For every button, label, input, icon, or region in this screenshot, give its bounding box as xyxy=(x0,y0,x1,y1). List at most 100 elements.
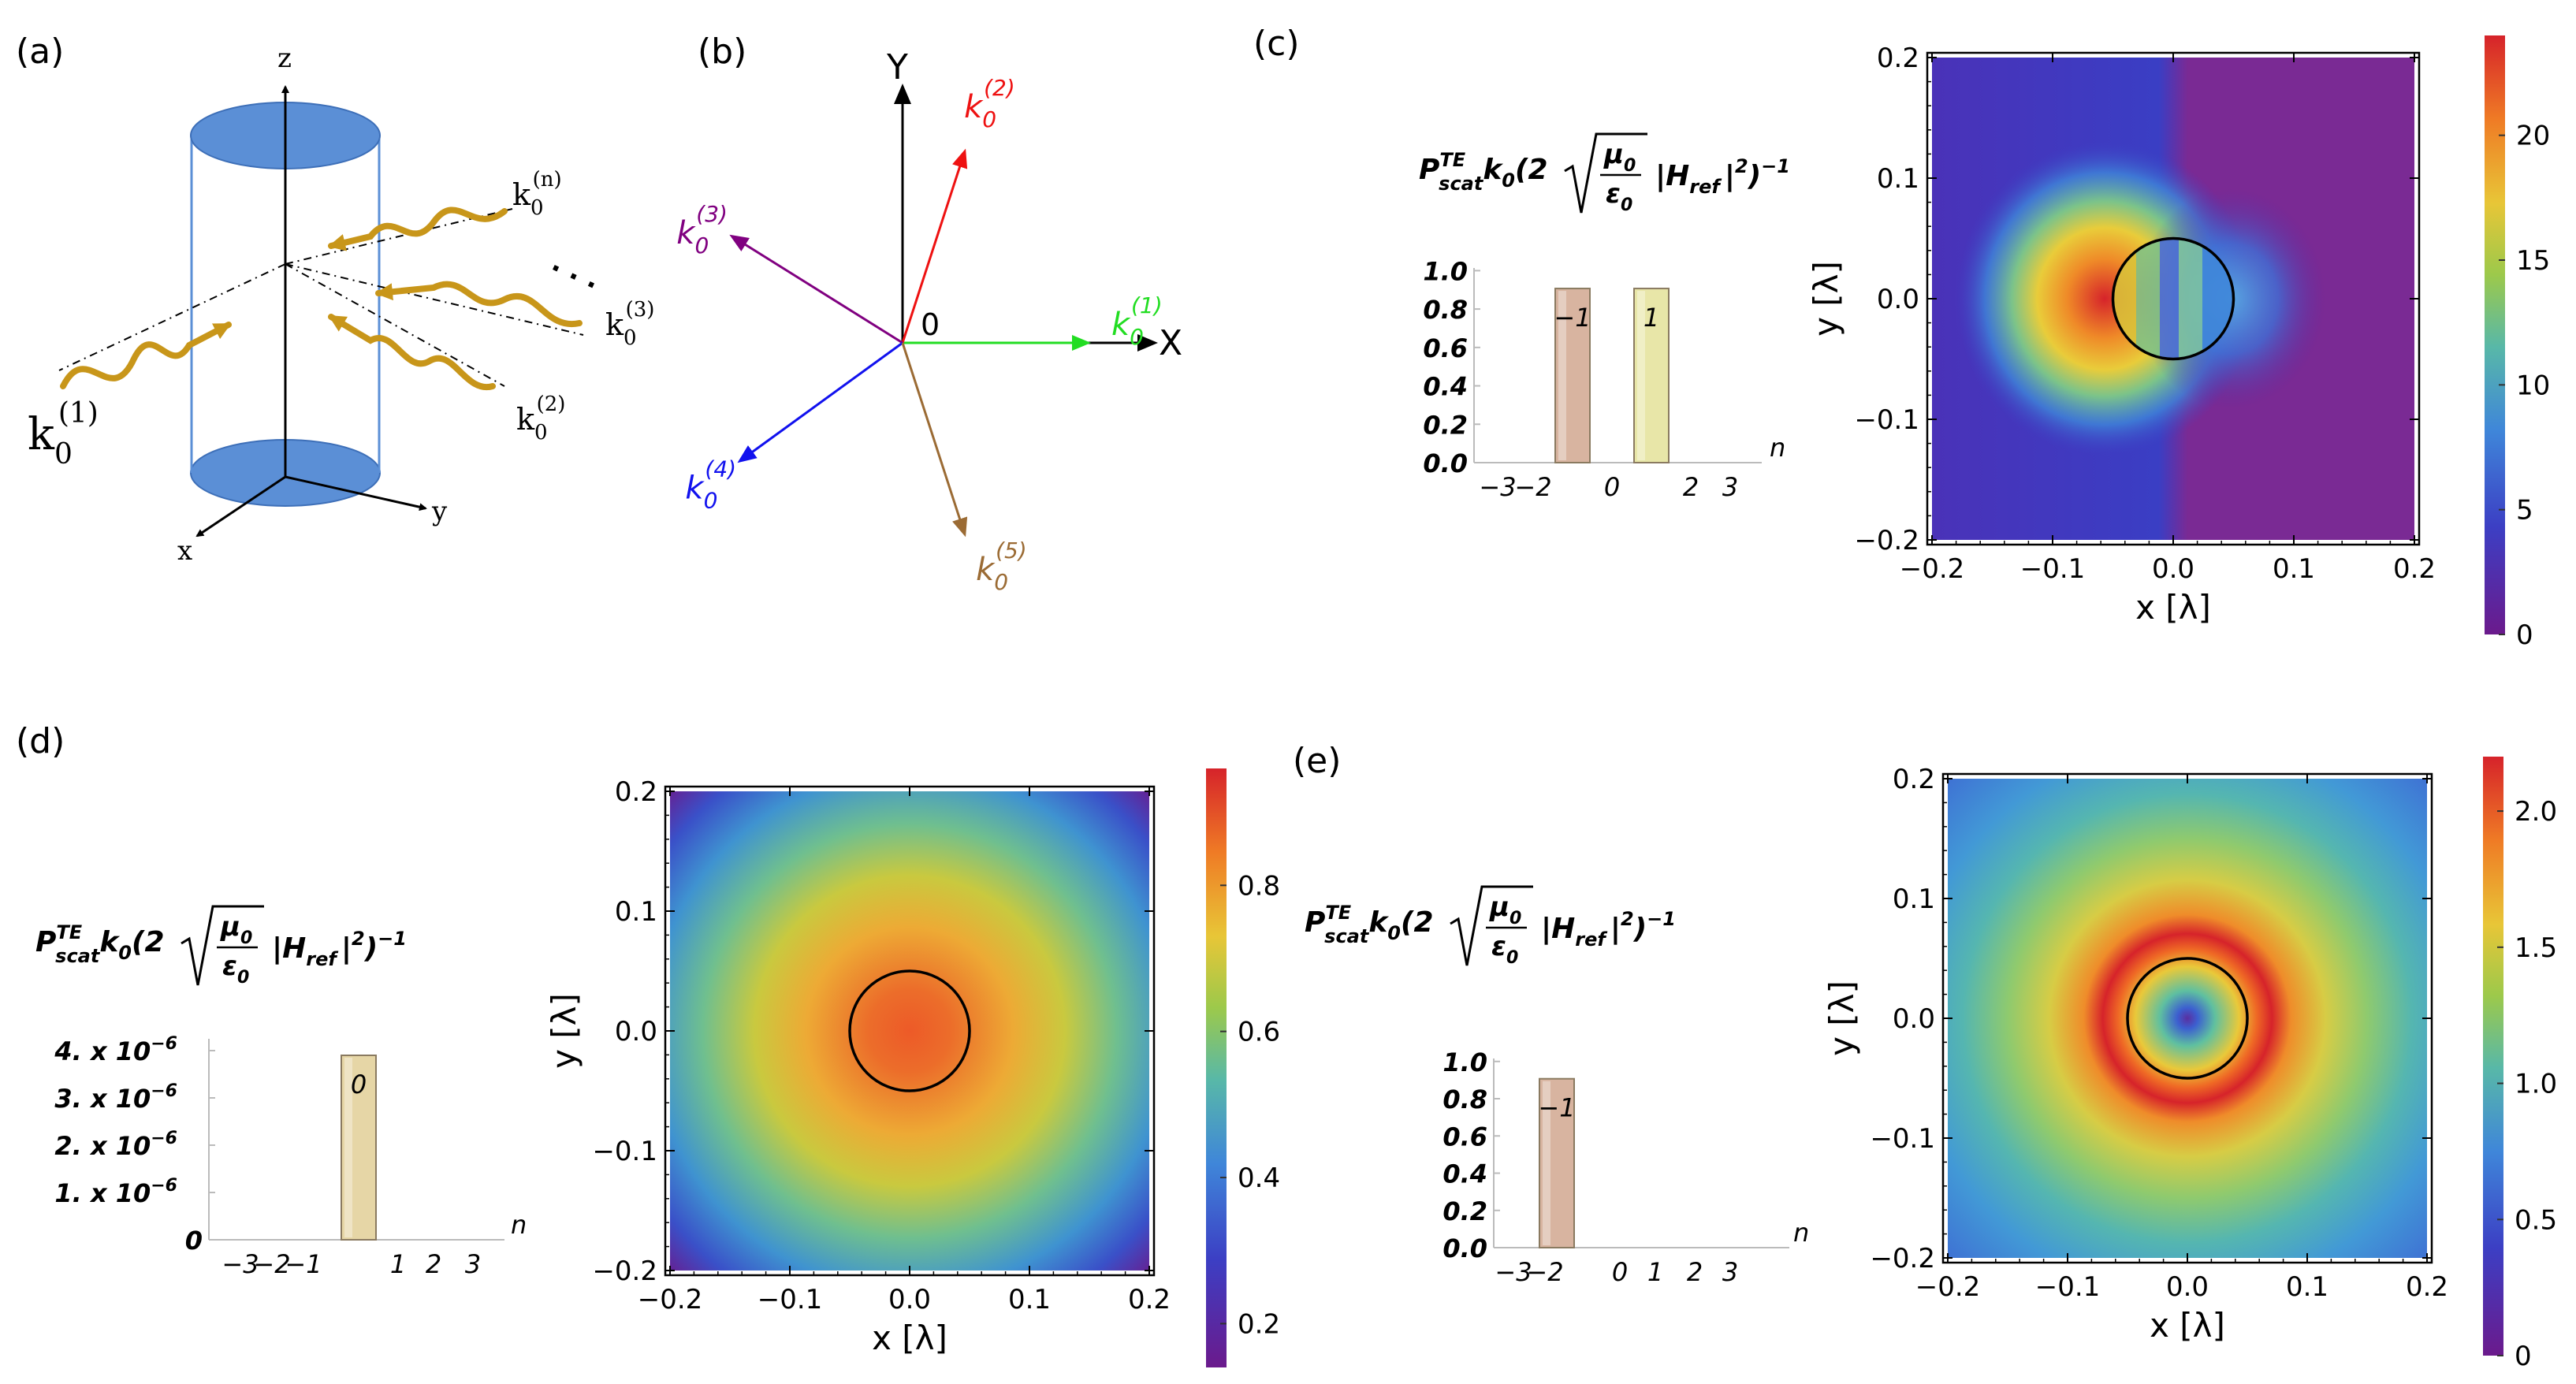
bar-chart-c: 0.0 0.2 0.4 0.6 0.8 1.0 −3−2 0 2 3 n −1 1 xyxy=(1423,256,1785,502)
heatmap-x-tick: 0.1 xyxy=(2273,553,2315,585)
formula-numerator: μ0 xyxy=(1603,139,1636,176)
formula-text-left: PTE scatk0(2 xyxy=(35,921,165,967)
bar-x-label: n xyxy=(1793,1218,1809,1248)
heatmap-d xyxy=(670,791,1149,1271)
bar xyxy=(1633,288,1670,463)
bar-y-tick: 0.0 xyxy=(1442,1233,1487,1263)
colorbar xyxy=(1206,768,1227,1367)
formula-text-left: PTE scatk0(2 xyxy=(1419,149,1548,195)
formula-radical xyxy=(181,905,264,986)
heatmap-x-tick: 0.2 xyxy=(2406,1271,2448,1303)
axis-label-z: z xyxy=(277,43,292,74)
bar-y-tick: 1.0 xyxy=(1423,256,1468,286)
heatmap-x-tick: 0.1 xyxy=(2286,1271,2328,1303)
vector-k5 xyxy=(901,342,968,538)
colorbar-tick: 0.6 xyxy=(1238,1017,1280,1048)
colorbar-tick: 0 xyxy=(2516,619,2533,651)
panel-b-diagram: Y X 0 k0(1) k0(2) k0(3) k0(4) k0(5) xyxy=(676,47,1182,595)
panel-label-a: (a) xyxy=(16,32,64,72)
heatmap-y-tick: 0.0 xyxy=(1893,1003,1935,1035)
formula-radical xyxy=(1564,132,1647,214)
bar xyxy=(1539,1077,1575,1248)
colorbar-tick: 2.0 xyxy=(2515,796,2557,828)
bar-x-tick: 3 xyxy=(1722,472,1738,502)
wave-kn xyxy=(328,206,508,251)
panel-label-b: (b) xyxy=(698,32,746,72)
heatmap-y-tick: −0.2 xyxy=(1854,525,1919,556)
formula-text-left: PTE scatk0(2 xyxy=(1305,902,1434,947)
formula-denominator: ε0 xyxy=(222,951,249,988)
colorbar-tick: 0.8 xyxy=(1238,870,1280,902)
panel-label-c: (c) xyxy=(1253,24,1300,64)
heatmap-y-tick: 0.1 xyxy=(1893,884,1935,915)
heatmap-c-axes: −0.2−0.2 −0.1 −0.1 0.0 0.0 0.1 0.1 0.2 0.2 x [λ] y… xyxy=(1807,35,2550,651)
label-k1: k0(1) xyxy=(28,397,99,471)
label-k3: k0(3) xyxy=(605,298,654,350)
colorbar-tick: 15 xyxy=(2516,245,2550,277)
colorbar-tick: 0.2 xyxy=(1238,1308,1280,1340)
formula-radical xyxy=(1450,885,1533,966)
colorbar-tick: 1.0 xyxy=(2515,1069,2557,1100)
heatmap-x-tick: 0.0 xyxy=(2152,553,2194,585)
heatmap-x-tick: −0.2 xyxy=(638,1284,703,1315)
heatmap-y-tick: −0.1 xyxy=(1870,1123,1935,1155)
colorbar-tick: 0 xyxy=(2515,1341,2532,1372)
heatmap-y-tick: 0.1 xyxy=(1877,163,1919,195)
bar-label: 1 xyxy=(1644,303,1659,333)
bar-y-tick: 0.4 xyxy=(1442,1159,1487,1189)
heatmap-x-tick: 0.2 xyxy=(1128,1284,1171,1315)
vector-label-k5: k0(5) xyxy=(976,538,1027,595)
axis-label-y: y xyxy=(431,496,448,527)
bar-x-tick: −3 xyxy=(1495,1257,1532,1287)
colorbar xyxy=(2483,757,2503,1356)
bar-x-tick: 0 xyxy=(1604,472,1620,502)
heatmap-x-tick: 0.2 xyxy=(2393,553,2436,585)
cylinder-outline-circle xyxy=(848,969,971,1092)
bar-x-tick: −3 xyxy=(1479,472,1516,502)
heatmap-x-tick: −0.2 xyxy=(1915,1271,1981,1303)
heatmap-x-tick: 0.1 xyxy=(1008,1284,1051,1315)
vector-label-k2: k0(2) xyxy=(964,75,1015,132)
bar-x-tick: −3 xyxy=(221,1249,259,1279)
heatmap-y-label: y [λ] xyxy=(1822,980,1861,1056)
formula-text-right: |Href |2)−1 xyxy=(272,928,407,970)
vector-label-k3: k0(3) xyxy=(676,201,728,259)
b-origin-label: 0 xyxy=(921,307,940,342)
formula-numerator: μ0 xyxy=(1489,891,1521,928)
bar-y-tick: 0.0 xyxy=(1423,448,1468,478)
heatmap-x-tick: 0.0 xyxy=(2166,1271,2209,1303)
cylinder-outline-circle xyxy=(2111,236,2235,361)
vector-label-k4: k0(4) xyxy=(685,456,736,514)
heatmap-e xyxy=(1948,779,2427,1258)
bar-x-tick: −2 xyxy=(1514,472,1551,502)
heatmap-x-tick: −0.1 xyxy=(2020,553,2086,585)
axis-label-x: x xyxy=(177,535,192,567)
wave-k1 xyxy=(60,322,232,389)
heatmap-y-tick: 0.0 xyxy=(1877,284,1919,315)
vector-label-k1: k0(1) xyxy=(1111,292,1163,350)
heatmap-e-field xyxy=(1948,779,2427,1258)
heatmap-x-label: x [λ] xyxy=(2150,1306,2225,1345)
bar-x-tick: 2 xyxy=(1687,1257,1703,1287)
heatmap-y-label: y [λ] xyxy=(545,993,583,1069)
bar xyxy=(1554,288,1591,463)
wave-k2 xyxy=(328,314,496,391)
bar-x-tick: 0 xyxy=(1612,1257,1628,1287)
heatmap-e-axes: −0.2−0.2 −0.1 −0.1 0.0 0.0 0.1 0.1 0.2 0.2 x [λ] y… xyxy=(1822,757,2557,1372)
bar-y-tick: 0.2 xyxy=(1423,410,1468,440)
heatmap-y-tick: 0.0 xyxy=(615,1016,657,1047)
vector-k4 xyxy=(737,341,903,463)
vector-k2 xyxy=(901,148,968,344)
heatmap-y-tick: 0.2 xyxy=(1893,764,1935,795)
heatmap-y-tick: 0.1 xyxy=(615,896,657,928)
heatmap-y-label: y [λ] xyxy=(1807,261,1845,337)
bar-x-label: n xyxy=(1770,433,1785,463)
bar-x-tick: −1 xyxy=(285,1249,322,1279)
bar-x-tick: 3 xyxy=(465,1249,481,1279)
cylinder-outline-circle xyxy=(2126,957,2249,1080)
bar-y-tick: 0.2 xyxy=(1442,1196,1487,1226)
bar-x-tick: 1 xyxy=(1647,1257,1663,1287)
